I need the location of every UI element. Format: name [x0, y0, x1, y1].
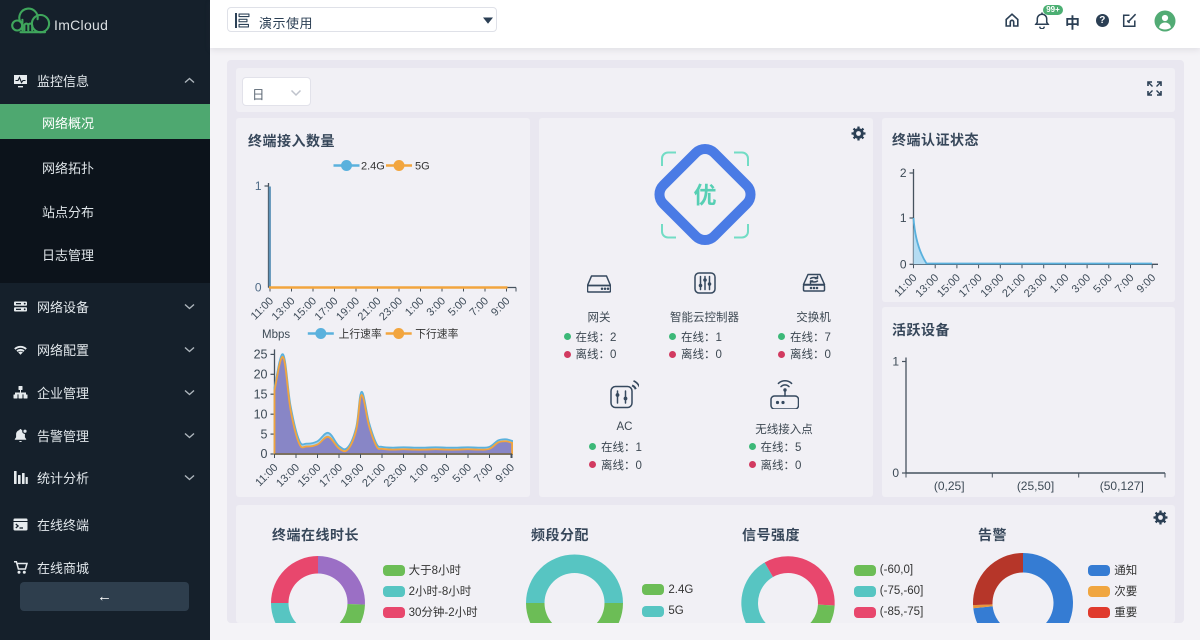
svg-text:优: 优 — [694, 182, 717, 208]
svg-text:0: 0 — [261, 447, 268, 461]
svg-text:11:00: 11:00 — [892, 272, 919, 299]
svg-text:17:00: 17:00 — [313, 295, 341, 323]
svg-text:23:00: 23:00 — [377, 295, 405, 323]
svg-text:11:00: 11:00 — [249, 295, 276, 322]
svg-text:5:00: 5:00 — [1091, 272, 1115, 296]
svg-text:7:00: 7:00 — [472, 462, 496, 486]
svg-text:2.4G: 2.4G — [361, 161, 385, 173]
svg-text:9:00: 9:00 — [1135, 272, 1159, 296]
svg-text:13:00: 13:00 — [274, 462, 302, 490]
svg-text:Mbps: Mbps — [262, 329, 290, 341]
svg-text:5:00: 5:00 — [446, 295, 470, 319]
svg-text:0: 0 — [900, 257, 907, 271]
svg-text:15: 15 — [254, 387, 268, 401]
svg-text:(50,127]: (50,127] — [1100, 479, 1144, 493]
svg-text:23:00: 23:00 — [1022, 272, 1050, 300]
svg-text:21:00: 21:00 — [356, 295, 384, 323]
svg-text:1: 1 — [255, 179, 262, 193]
svg-text:21:00: 21:00 — [360, 462, 388, 490]
svg-text:5: 5 — [261, 427, 268, 441]
svg-text:13:00: 13:00 — [913, 272, 941, 300]
svg-text:1:00: 1:00 — [407, 462, 431, 486]
svg-text:0: 0 — [892, 466, 899, 480]
svg-text:1: 1 — [892, 355, 899, 369]
svg-text:9:00: 9:00 — [489, 295, 513, 319]
svg-text:25: 25 — [254, 348, 268, 362]
svg-text:15:00: 15:00 — [935, 272, 963, 300]
svg-text:15:00: 15:00 — [296, 462, 324, 490]
svg-text:1: 1 — [900, 211, 907, 225]
svg-text:5G: 5G — [415, 161, 430, 173]
svg-text:10: 10 — [254, 407, 268, 421]
svg-text:7:00: 7:00 — [1113, 272, 1137, 296]
svg-text:9:00: 9:00 — [493, 462, 517, 486]
svg-text:11:00: 11:00 — [253, 462, 280, 489]
svg-text:17:00: 17:00 — [317, 462, 345, 490]
svg-text:7:00: 7:00 — [467, 295, 491, 319]
svg-text:23:00: 23:00 — [382, 462, 410, 490]
svg-text:3:00: 3:00 — [429, 462, 453, 486]
svg-text:20: 20 — [254, 368, 268, 382]
svg-text:5:00: 5:00 — [450, 462, 474, 486]
svg-text:19:00: 19:00 — [334, 295, 362, 323]
svg-text:3:00: 3:00 — [1070, 272, 1094, 296]
svg-text:15:00: 15:00 — [291, 295, 319, 323]
svg-text:1:00: 1:00 — [403, 295, 427, 319]
svg-text:1:00: 1:00 — [1048, 272, 1072, 296]
svg-text:19:00: 19:00 — [978, 272, 1006, 300]
svg-text:2: 2 — [900, 166, 907, 180]
svg-text:13:00: 13:00 — [270, 295, 298, 323]
svg-text:0: 0 — [255, 281, 262, 295]
svg-text:(25,50]: (25,50] — [1017, 479, 1054, 493]
svg-text:21:00: 21:00 — [1000, 272, 1028, 300]
svg-text:3:00: 3:00 — [424, 295, 448, 319]
svg-text:下行速率: 下行速率 — [415, 327, 458, 341]
svg-text:(0,25]: (0,25] — [934, 479, 965, 493]
svg-text:17:00: 17:00 — [957, 272, 985, 300]
svg-text:上行速率: 上行速率 — [339, 327, 382, 341]
svg-text:19:00: 19:00 — [339, 462, 367, 490]
